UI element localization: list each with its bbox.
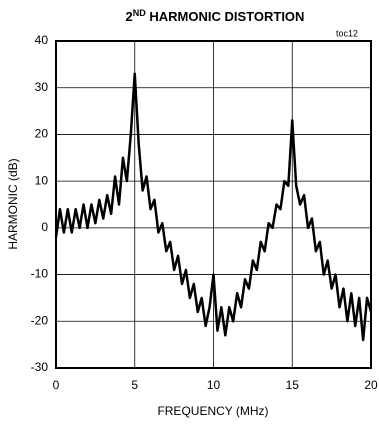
y-axis-label: HARMONIC (dB) — [6, 158, 20, 249]
y-tick-label: 10 — [35, 173, 49, 187]
x-axis-label: FREQUENCY (MHz) — [157, 404, 268, 418]
y-tick-label: 30 — [35, 80, 49, 94]
data-line — [54, 72, 373, 342]
annotation: toc12 — [336, 28, 358, 38]
plot-frame — [55, 40, 372, 369]
x-tick-label: 0 — [53, 378, 60, 392]
x-tick-label: 5 — [131, 378, 138, 392]
y-tick-label: -20 — [31, 313, 49, 327]
y-tick-label: -30 — [31, 360, 49, 374]
x-tick-label: 10 — [207, 378, 221, 392]
title-text: HARMONIC DISTORTION — [146, 9, 305, 24]
chart-title: 2ND HARMONIC DISTORTION — [126, 8, 305, 24]
y-tick-label: 20 — [35, 127, 49, 141]
x-tick-label: 20 — [364, 378, 378, 392]
y-tick-label: 40 — [35, 33, 49, 47]
title-number: 2 — [126, 9, 133, 24]
title-superscript: ND — [133, 8, 146, 18]
x-tick-label: 15 — [286, 378, 300, 392]
y-tick-label: -10 — [31, 267, 49, 281]
y-tick-label: 0 — [41, 220, 48, 234]
